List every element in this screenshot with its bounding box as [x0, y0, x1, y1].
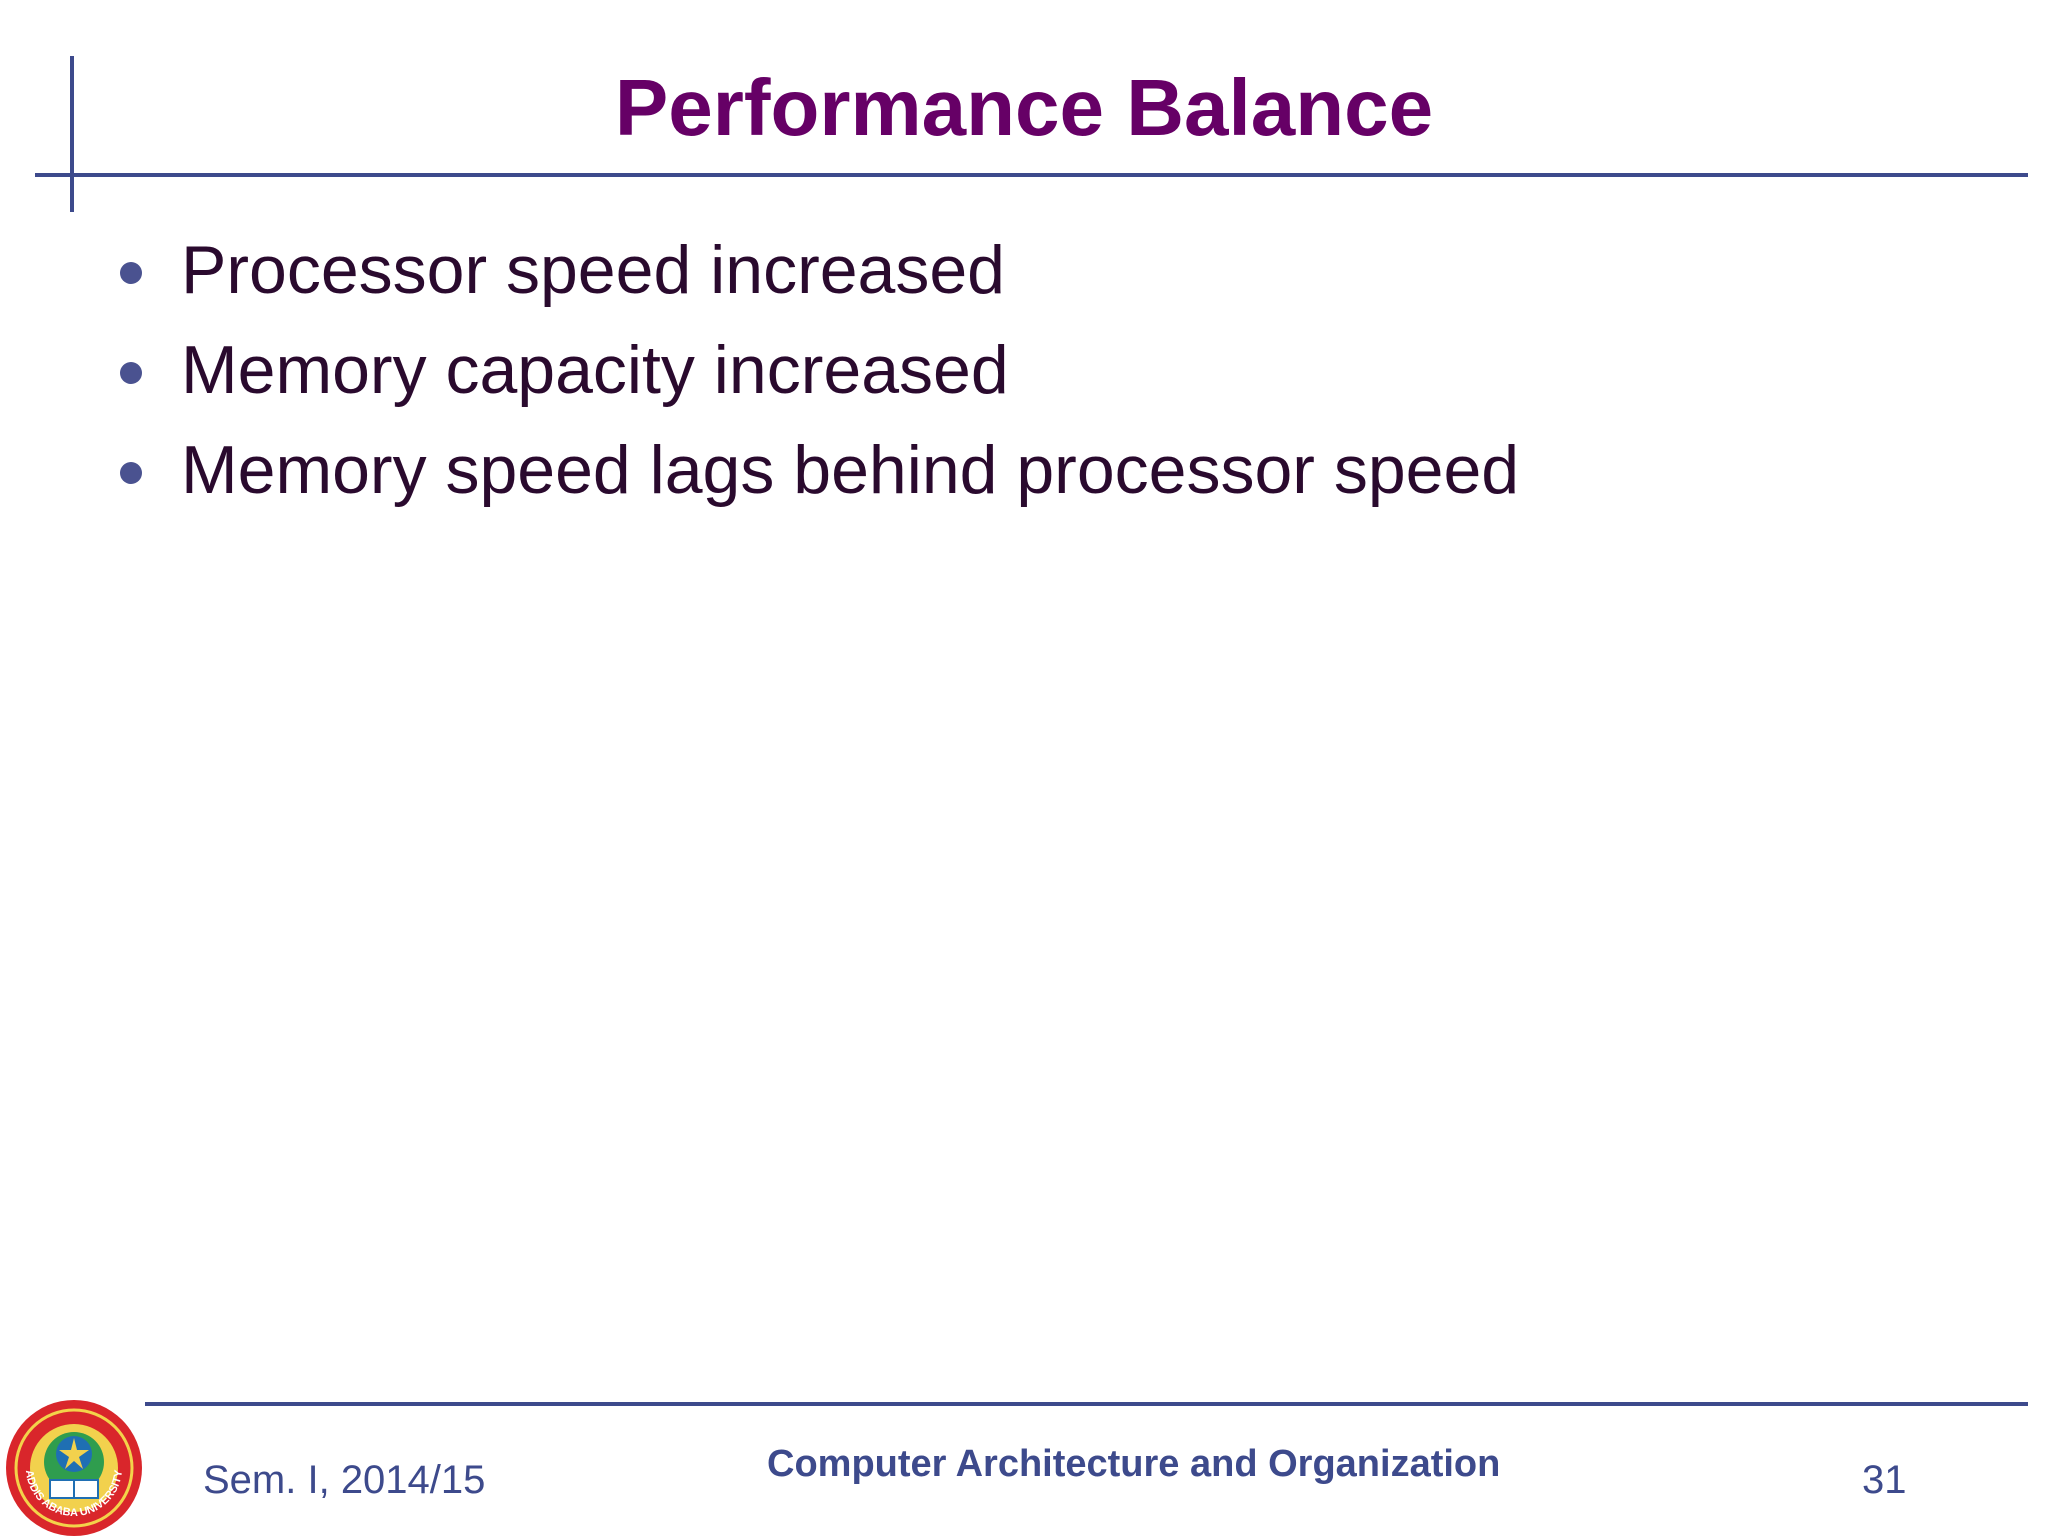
- bullet-text: Memory speed lags behind processor speed: [181, 432, 1520, 508]
- bullet-text: Memory capacity increased: [181, 332, 1009, 408]
- bullet-item: Memory speed lags behind processor speed: [0, 420, 1519, 520]
- footer-page-number: 31: [1862, 1458, 1907, 1502]
- university-seal-logo: ADDIS ABABA UNIVERSITY: [6, 1400, 142, 1536]
- bullet-text: Processor speed increased: [181, 232, 1006, 308]
- bullet-dot-icon: [120, 362, 142, 384]
- bullet-dot-icon: [120, 262, 142, 284]
- title-vertical-rule: [70, 56, 74, 212]
- footer-semester: Sem. I, 2014/15: [203, 1458, 486, 1502]
- bullet-list: Processor speed increased Memory capacit…: [0, 220, 1519, 520]
- bullet-item: Memory capacity increased: [0, 320, 1519, 420]
- title-horizontal-rule: [35, 173, 2028, 177]
- footer-rule: [145, 1402, 2028, 1406]
- bullet-dot-icon: [120, 462, 142, 484]
- bullet-item: Processor speed increased: [0, 220, 1519, 320]
- slide-title: Performance Balance: [614, 63, 1434, 152]
- footer-course-title: Computer Architecture and Organization: [767, 1443, 1501, 1485]
